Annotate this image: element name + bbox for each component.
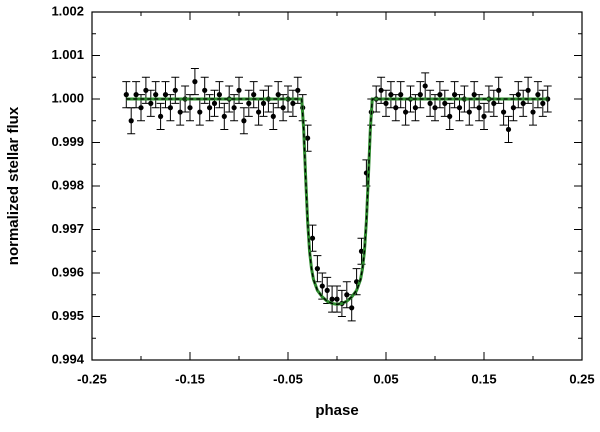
data-point [197,109,203,115]
data-point [123,92,129,98]
y-tick-label: 0.999 [51,134,84,149]
data-point [491,100,497,106]
data-point [417,92,423,98]
data-point [275,92,281,98]
data-point [344,292,350,298]
data-point [148,100,154,106]
data-point [246,100,252,106]
data-point [138,105,144,111]
data-point [334,296,340,302]
data-point [452,92,458,98]
data-point [280,105,286,111]
data-point [133,92,139,98]
data-point [236,87,242,93]
data-point [177,109,183,115]
data-point [207,105,213,111]
data-point [211,100,218,106]
data-point [476,105,482,111]
data-point [324,287,330,293]
data-point [187,105,193,111]
data-point [256,109,262,115]
data-point [520,100,526,106]
data-point [447,113,453,119]
data-point [290,100,296,106]
data-point [510,105,516,111]
y-tick-label: 0.997 [51,221,84,236]
data-point [162,92,169,98]
data-point [496,87,502,93]
data-point [540,100,546,106]
data-point [349,305,355,311]
data-point [241,118,247,124]
data-point [412,105,418,111]
x-axis-label: phase [315,402,358,419]
data-point [221,113,227,119]
y-axis-label: normalized stellar flux [5,106,22,265]
data-point [388,92,394,98]
data-point [153,92,159,98]
x-tick-label: -0.05 [273,371,303,386]
data-point [505,126,512,133]
data-point [295,87,301,93]
data-point [231,105,237,111]
data-point [319,283,325,289]
data-point [314,266,320,272]
x-tick-label: -0.15 [175,371,205,386]
y-tick-label: 0.995 [51,308,84,323]
data-point [481,113,487,119]
data-point [192,79,198,85]
data-point [167,105,173,111]
data-point [437,92,443,98]
data-point [378,87,384,93]
x-tick-label: 0.15 [471,371,496,386]
data-point [128,118,134,124]
data-point [158,113,164,119]
data-point [398,92,404,98]
y-tick-label: 0.996 [51,264,84,279]
data-point [535,92,541,98]
data-point [202,87,208,93]
model-line-dashed [126,98,548,305]
y-tick-label: 1.001 [51,47,84,62]
data-point [143,87,149,93]
data-point [501,109,507,115]
x-tick-label: 0.25 [569,371,594,386]
data-point [403,109,409,115]
y-tick-label: 0.994 [51,351,84,366]
data-point [471,92,477,98]
x-tick-label: -0.25 [77,371,107,386]
x-tick-label: 0.05 [373,371,398,386]
data-point [251,92,257,98]
y-tick-label: 1.000 [51,90,84,105]
data-point [329,296,335,302]
data-point [383,100,389,106]
data-point [270,113,276,119]
data-point [432,105,438,111]
data-point [422,83,428,89]
data-point [305,135,311,141]
data-point [216,92,222,98]
data-point [442,100,448,106]
data-point [530,109,536,115]
data-point [466,109,472,115]
data-point [525,87,531,93]
data-point [515,92,521,98]
data-point [427,100,433,106]
data-point [456,105,463,111]
data-point [172,87,178,93]
data-point [393,105,399,111]
data-point [309,235,316,241]
data-point [260,100,267,106]
y-tick-label: 0.998 [51,177,84,192]
y-tick-label: 1.002 [51,3,84,18]
